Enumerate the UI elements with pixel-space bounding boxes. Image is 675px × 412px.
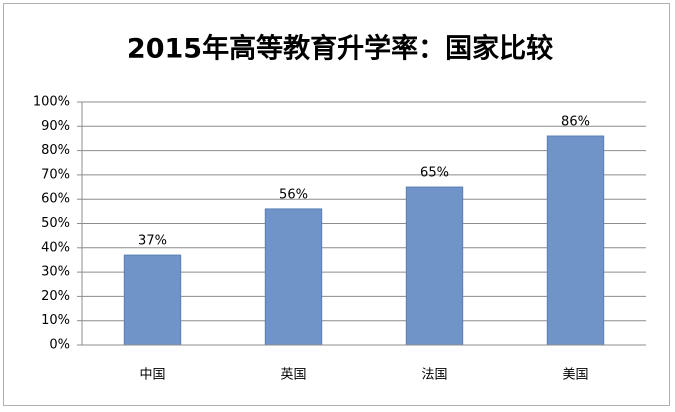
y-tick-label: 90% [41, 119, 70, 134]
y-tick-label: 40% [41, 240, 70, 255]
value-label: 65% [420, 166, 449, 181]
x-tick-label: 英国 [280, 368, 306, 383]
value-label: 37% [138, 234, 167, 249]
x-tick-label: 美国 [562, 368, 588, 383]
x-tick-label: 法国 [421, 368, 447, 383]
y-tick-label: 100% [33, 95, 70, 110]
x-tick-label: 中国 [139, 368, 165, 383]
bar [546, 135, 605, 346]
y-tick-label: 80% [41, 143, 70, 158]
bar [264, 208, 323, 346]
y-tick-label: 50% [41, 216, 70, 231]
value-label: 86% [561, 115, 590, 130]
y-tick-label: 30% [41, 265, 70, 280]
bar [405, 186, 464, 346]
y-tick-label: 10% [41, 313, 70, 328]
y-tick-label: 70% [41, 167, 70, 182]
y-tick-label: 0% [49, 338, 70, 353]
chart-title: 2015年高等教育升学率：国家比较 [127, 33, 553, 65]
bar [123, 254, 182, 346]
y-tick-label: 20% [41, 289, 70, 304]
value-label: 56% [279, 187, 308, 202]
y-tick-label: 60% [41, 192, 70, 207]
